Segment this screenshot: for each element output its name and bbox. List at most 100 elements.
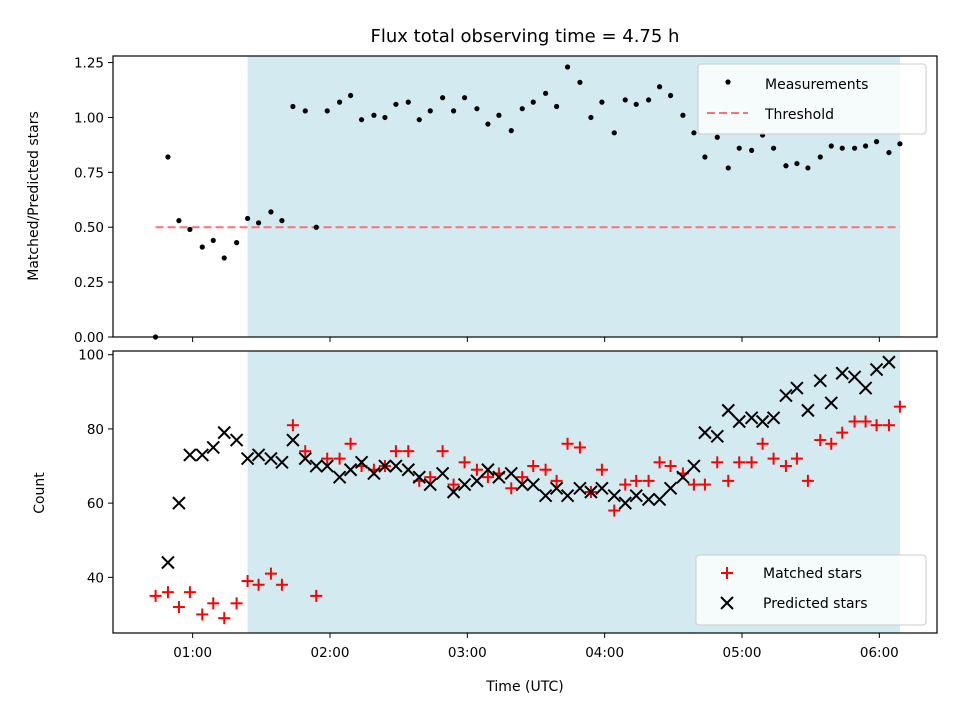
predicted-star-point — [744, 411, 759, 425]
predicted-star-point — [161, 555, 175, 570]
measurement-point — [496, 112, 502, 118]
predicted-star-point — [515, 477, 529, 492]
legend-threshold-label: Threshold — [764, 107, 834, 123]
predicted-star-point — [663, 481, 678, 495]
measurement-point — [382, 114, 388, 121]
matched-star-point — [859, 415, 872, 428]
matched-star-point — [218, 612, 231, 625]
top-legend: Measurements Threshold — [697, 63, 927, 135]
predicted-star-point — [732, 414, 746, 429]
matched-star-point — [608, 504, 621, 517]
measurement-point — [187, 226, 193, 233]
matched-star-point — [458, 456, 471, 469]
bottom-axes-frame — [112, 350, 938, 634]
matched-star-point — [653, 456, 666, 469]
measurement-point — [667, 92, 674, 99]
measurement-point — [450, 108, 457, 114]
predicted-star-point — [470, 474, 484, 488]
measurement-point — [622, 97, 628, 103]
measurement-point — [794, 160, 800, 167]
predicted-star-point — [835, 366, 849, 380]
predicted-star-point — [755, 414, 770, 429]
top-y-tick-label: 1.25 — [74, 56, 104, 72]
predicted-star-point — [652, 492, 667, 507]
matched-star-point — [882, 419, 895, 432]
measurement-point — [358, 117, 365, 123]
measurement-point — [530, 99, 536, 105]
matched-star-point — [436, 445, 449, 458]
predicted-star-point — [687, 459, 701, 473]
matched-star-point — [344, 437, 357, 450]
measurement-point — [852, 145, 858, 151]
predicted-star-point — [309, 459, 323, 473]
matched-star-point — [183, 586, 196, 599]
measurement-point — [680, 112, 686, 118]
predicted-star-point — [320, 459, 334, 473]
predicted-star-point — [401, 463, 415, 477]
predicted-star-point — [217, 425, 231, 440]
predicted-star-point — [367, 466, 381, 481]
measurement-point — [290, 103, 296, 110]
predicted-star-point — [721, 403, 735, 418]
measurement-point — [165, 154, 171, 160]
predicted-star-point — [538, 489, 553, 503]
matched-star-point — [333, 452, 346, 465]
predicted-star-point — [573, 481, 587, 495]
matched-star-point — [711, 456, 724, 469]
matched-star-point — [516, 471, 529, 484]
measurement-point — [749, 147, 755, 153]
measurement-point — [886, 149, 892, 156]
measurement-point — [221, 255, 227, 261]
x-tick-label: 05:00 — [723, 645, 762, 661]
top-y-tick-label: 0.25 — [74, 275, 104, 291]
bottom-y-tick-label: 100 — [78, 348, 104, 364]
matched-star-point — [801, 474, 814, 487]
bottom-y-tick-label: 80 — [87, 422, 104, 438]
measurement-point — [873, 139, 880, 145]
matched-star-point — [481, 471, 494, 484]
matched-star-point — [870, 419, 883, 432]
matched-star-point — [299, 445, 312, 458]
predicted-star-point — [504, 466, 518, 481]
measurement-point — [393, 101, 399, 107]
matched-star-point — [836, 426, 849, 439]
matched-star-point — [161, 586, 174, 599]
matched-star-point — [642, 474, 655, 487]
predicted-star-point — [584, 485, 598, 499]
matched-star-point — [561, 437, 574, 450]
matched-star-point — [825, 437, 838, 450]
top-y-axis-label: Matched/Predicted stars — [26, 111, 42, 281]
matched-star-point — [207, 597, 220, 610]
predicted-star-point — [435, 466, 450, 481]
measurement-point — [897, 141, 903, 147]
matched-star-point — [630, 474, 643, 487]
measurement-point — [279, 218, 285, 224]
predicted-star-point — [847, 370, 862, 384]
matched-star-point — [172, 601, 185, 614]
predicted-star-point — [676, 470, 690, 484]
matched-star-point — [402, 445, 415, 458]
predicted-star-point — [790, 381, 804, 395]
matched-star-point — [664, 460, 677, 473]
measurement-point — [691, 130, 697, 136]
measurement-point — [543, 90, 549, 96]
predicted-star-point — [354, 455, 369, 470]
measurement-point — [199, 244, 205, 250]
bottom-axes: 40 60 80 100 01:00 02:00 03:00 04:00 05:00 06:00 — [78, 348, 938, 661]
predicted-star-point — [389, 459, 403, 473]
matched-star-point — [230, 597, 243, 610]
top-axes-frame — [112, 55, 938, 338]
legend-measurements-marker — [725, 79, 731, 85]
measurement-point — [485, 121, 491, 127]
measurement-point — [302, 108, 308, 114]
measurement-point — [405, 99, 411, 105]
predicted-star-point — [549, 481, 564, 495]
matched-star-point — [321, 452, 334, 465]
matched-star-point — [756, 437, 769, 450]
matched-star-point — [550, 474, 563, 487]
measurement-point — [862, 143, 869, 149]
predicted-star-point — [858, 381, 873, 395]
predicted-star-point — [423, 477, 437, 492]
predicted-star-point — [618, 496, 632, 510]
